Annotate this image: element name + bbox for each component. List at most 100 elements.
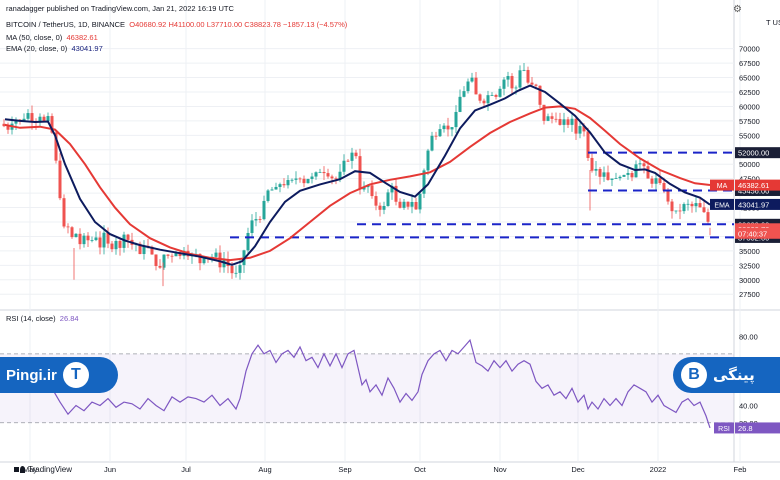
ema20-line [4, 84, 711, 266]
candle-body-12 [50, 116, 54, 133]
candle-body-7 [30, 113, 34, 122]
ohlc-line: BITCOIN / TetherUS, 1D, BINANCE O40680.9… [6, 20, 347, 29]
candle-body-87 [350, 152, 354, 161]
candle-body-99 [398, 201, 402, 208]
candle-body-156 [626, 173, 630, 175]
y-tick-14: 35000 [739, 247, 760, 256]
candle-body-85 [342, 160, 346, 172]
candle-body-5 [22, 118, 26, 121]
candle-body-86 [346, 160, 350, 162]
x-tick-3: Aug [258, 465, 271, 474]
candle-body-112 [450, 127, 454, 130]
candle-body-49 [198, 253, 202, 264]
ema-legend[interactable]: EMA (20, close, 0) 43041.97 [6, 44, 103, 53]
candle-body-88 [354, 152, 358, 157]
candle-body-127 [510, 76, 514, 89]
candle-body-94 [378, 205, 382, 210]
candle-body-113 [454, 111, 458, 128]
ohlc-close: C38823.78 [244, 20, 281, 29]
candle-body-120 [482, 100, 486, 104]
candle-body-122 [490, 95, 494, 96]
ema-value-bg [735, 198, 780, 210]
candle-body-175 [702, 207, 706, 213]
candle-body-123 [494, 95, 498, 97]
candle-body-27 [110, 243, 114, 250]
pingi-persian-text: پینگی [713, 367, 755, 384]
candle-body-19 [78, 233, 82, 245]
candle-body-67 [270, 189, 274, 191]
candle-body-146 [586, 131, 590, 158]
candle-body-165 [662, 183, 666, 191]
rsi-legend[interactable]: RSI (14, close) 26.84 [6, 314, 79, 323]
candle-body-6 [26, 113, 30, 119]
ma-legend-label: MA (50, close, 0) [6, 33, 63, 42]
candle-body-111 [446, 125, 450, 130]
candle-body-41 [166, 254, 170, 256]
candle-body-104 [418, 193, 422, 210]
candle-body-100 [402, 201, 406, 208]
candle-body-152 [610, 178, 614, 180]
candle-body-38 [154, 254, 158, 267]
ema-value-text: 43041.97 [738, 200, 769, 209]
candle-body-148 [594, 168, 598, 171]
candle-body-15 [62, 198, 66, 227]
candle-body-83 [334, 178, 338, 180]
y-tick-0: 70000 [739, 45, 760, 54]
x-tick-8: 2022 [650, 465, 667, 474]
publisher-line: ranadagger published on TradingView.com,… [6, 4, 234, 13]
candle-body-80 [322, 172, 326, 174]
candle-body-66 [266, 190, 270, 201]
candle-body-173 [694, 203, 698, 207]
candle-body-84 [338, 171, 342, 179]
candle-body-147 [590, 157, 594, 171]
candle-body-151 [606, 172, 610, 180]
level-label-bg-0 [735, 147, 780, 159]
candle-body-26 [106, 232, 110, 244]
settings-icon[interactable]: ⚙ [733, 4, 742, 15]
candle-body-17 [70, 227, 74, 238]
candle-body-174 [698, 203, 702, 208]
candle-body-69 [278, 184, 282, 187]
candle-body-50 [202, 257, 206, 264]
candle-body-42 [170, 255, 174, 257]
candle-body-149 [598, 168, 602, 177]
candle-body-9 [38, 116, 42, 123]
ema-value-label: 43041.97 EMA [710, 198, 780, 210]
x-tick-5: Oct [414, 465, 427, 474]
x-tick-0: May [23, 465, 37, 474]
candle-body-73 [294, 178, 298, 180]
ma-legend[interactable]: MA (50, close, 0) 46382.61 [6, 33, 98, 42]
tradingview-brand[interactable]: TradingView [14, 465, 72, 474]
candle-body-159 [638, 163, 642, 165]
candle-body-121 [486, 95, 490, 104]
countdown-bg [735, 227, 780, 239]
rsi-value-text: 26.8 [738, 424, 753, 433]
candle-body-59 [238, 265, 242, 273]
candle-body-164 [658, 178, 662, 184]
y-tick-6: 55000 [739, 131, 760, 140]
candle-body-142 [570, 118, 574, 125]
candle-body-77 [310, 176, 314, 179]
x-tick-1: Jun [104, 465, 116, 474]
candle-body-135 [542, 104, 546, 121]
candle-body-117 [470, 77, 474, 82]
candle-body-3 [14, 119, 18, 124]
candle-body-20 [82, 235, 86, 245]
time-axis: May Jun Jul Aug Sep Oct Nov Dec 2022 Feb [23, 465, 747, 474]
candle-body-95 [382, 206, 386, 210]
candle-body-34 [138, 243, 142, 255]
candle-body-57 [230, 266, 234, 274]
candle-body-28 [114, 240, 118, 250]
pingi-site-text: Pingi.ir [6, 366, 57, 384]
rsi-band [0, 353, 734, 423]
ma50-line [4, 105, 711, 262]
ema-value-tag-bg [710, 198, 734, 210]
candle-body-90 [362, 187, 366, 190]
price-axis: 7000067500650006250060000575005500052500… [739, 45, 760, 300]
candle-body-79 [318, 172, 322, 173]
candle-body-31 [126, 234, 130, 240]
candle-body-150 [602, 172, 606, 177]
candle-body-24 [98, 237, 102, 248]
candle-body-144 [578, 126, 582, 134]
